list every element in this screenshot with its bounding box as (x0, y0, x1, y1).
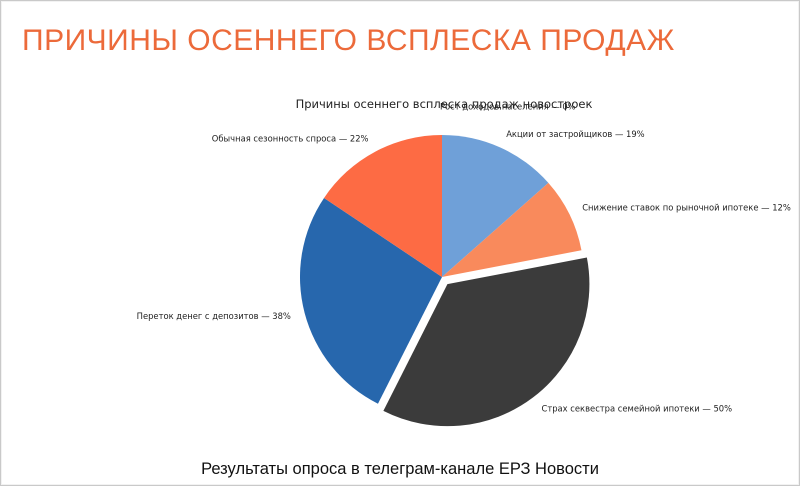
slice-label-1: Рост доходов населения — 0% (440, 102, 576, 112)
slice-label-4: Страх секвестра семейной ипотеки — 50% (542, 403, 733, 413)
pie-slice-4 (383, 257, 590, 427)
pie-slice-2 (442, 135, 549, 277)
page-title: ПРИЧИНЫ ОСЕННЕГО ВСПЛЕСКА ПРОДАЖ (22, 24, 675, 57)
chart-title: Причины осеннего всплеска продаж новостр… (296, 97, 593, 111)
slice-labels-group: Рост доходов населения — 0% Акции от заст… (137, 102, 791, 414)
pie-slice-3 (442, 182, 582, 277)
pie-slice-6 (324, 135, 442, 277)
slice-label-5: Переток денег с депозитов — 38% (137, 311, 291, 321)
slice-label-2: Акции от застройщиков — 19% (506, 129, 644, 139)
slices-group (299, 135, 590, 427)
chart-caption: Результаты опроса в телеграм-канале ЕРЗ … (201, 460, 599, 478)
slice-label-3: Снижение ставок по рыночной ипотеке — 12… (582, 203, 791, 213)
pie-slice-5 (299, 197, 442, 404)
slice-label-6: Обычная сезонность спроса — 22% (212, 134, 369, 144)
